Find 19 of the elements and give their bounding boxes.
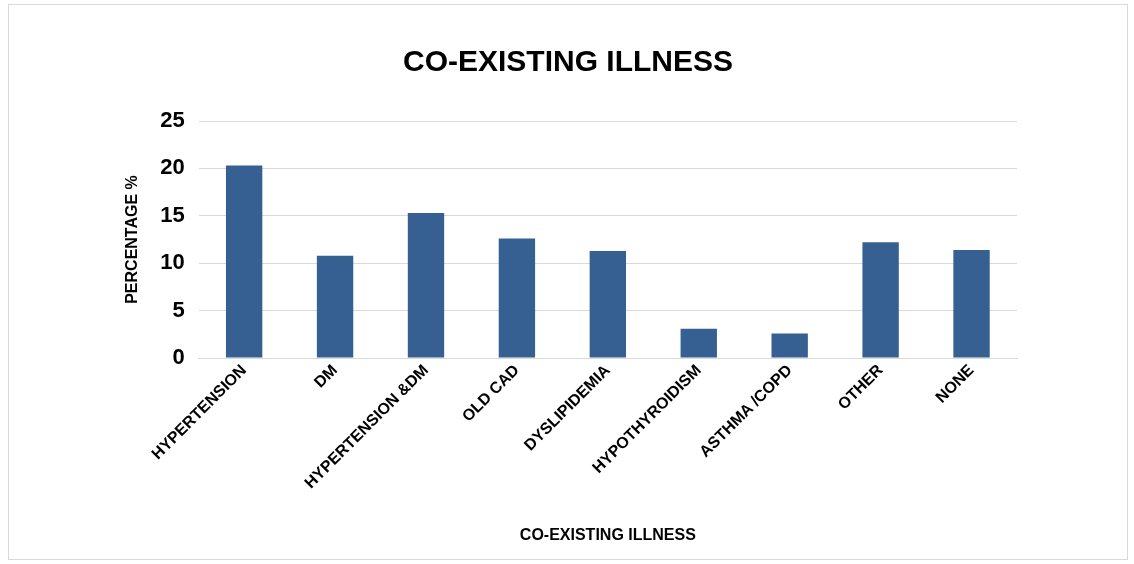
- bar: [498, 238, 536, 358]
- bar: [862, 242, 899, 358]
- bar: [771, 333, 808, 358]
- chart-title: CO-EXISTING ILLNESS: [402, 44, 734, 78]
- bar: [953, 249, 990, 358]
- y-tick-label: 15: [160, 201, 185, 227]
- bar: [680, 328, 717, 358]
- x-axis-title: CO-EXISTING ILLNESS: [519, 525, 697, 543]
- bar: [225, 165, 263, 358]
- y-tick-label: 0: [172, 344, 185, 370]
- y-tick-label: 5: [172, 296, 185, 322]
- y-tick-label: 20: [160, 154, 185, 180]
- bar: [407, 212, 445, 358]
- y-axis-title: PERCENTAGE %: [123, 175, 141, 304]
- bar: [589, 250, 627, 358]
- x-tick-label: DM: [310, 361, 341, 391]
- bar: [316, 255, 354, 358]
- y-tick-label: 10: [160, 249, 185, 275]
- y-tick-label: 25: [160, 107, 185, 133]
